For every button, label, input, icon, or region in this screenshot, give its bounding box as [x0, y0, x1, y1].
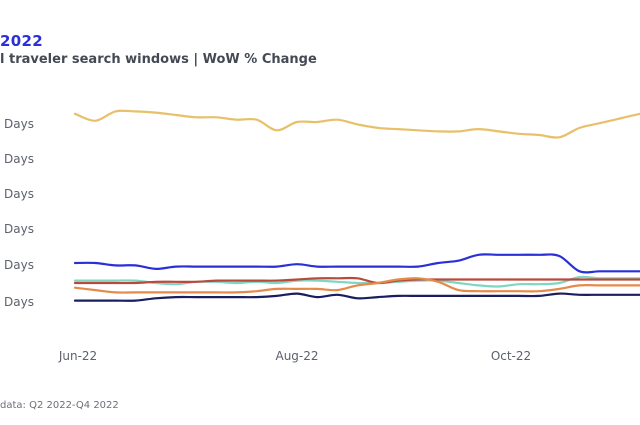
series-line-yellow	[73, 109, 640, 139]
x-tick-label: Jun-22	[58, 349, 97, 363]
y-tick-label: Days	[4, 152, 34, 166]
chart-title: 2022	[0, 32, 43, 50]
x-tick-label: Oct-22	[491, 349, 531, 363]
series-line-dark-red	[73, 276, 640, 285]
series-line-teal	[73, 275, 640, 288]
y-tick-label: Days	[4, 117, 34, 131]
y-tick-label: Days	[4, 295, 34, 309]
chart-subtitle: l traveler search windows | WoW % Change	[0, 52, 317, 67]
y-tick-label: 0 Days	[0, 258, 34, 272]
y-tick-label: Days	[4, 187, 34, 201]
data-source-note: data: Q2 2022-Q4 2022	[0, 400, 119, 411]
x-axis-ticks: Jun-22 Aug-22 Oct-22	[58, 349, 531, 363]
series-line-navy	[73, 292, 640, 302]
series-line-blue	[73, 253, 640, 274]
y-tick-label: Days	[4, 222, 34, 236]
series-line-orange	[73, 277, 640, 294]
y-axis-ticks: Days Days Days Days 0 Days Days	[0, 117, 34, 309]
series-lines	[73, 109, 640, 302]
x-tick-label: Aug-22	[275, 349, 318, 363]
